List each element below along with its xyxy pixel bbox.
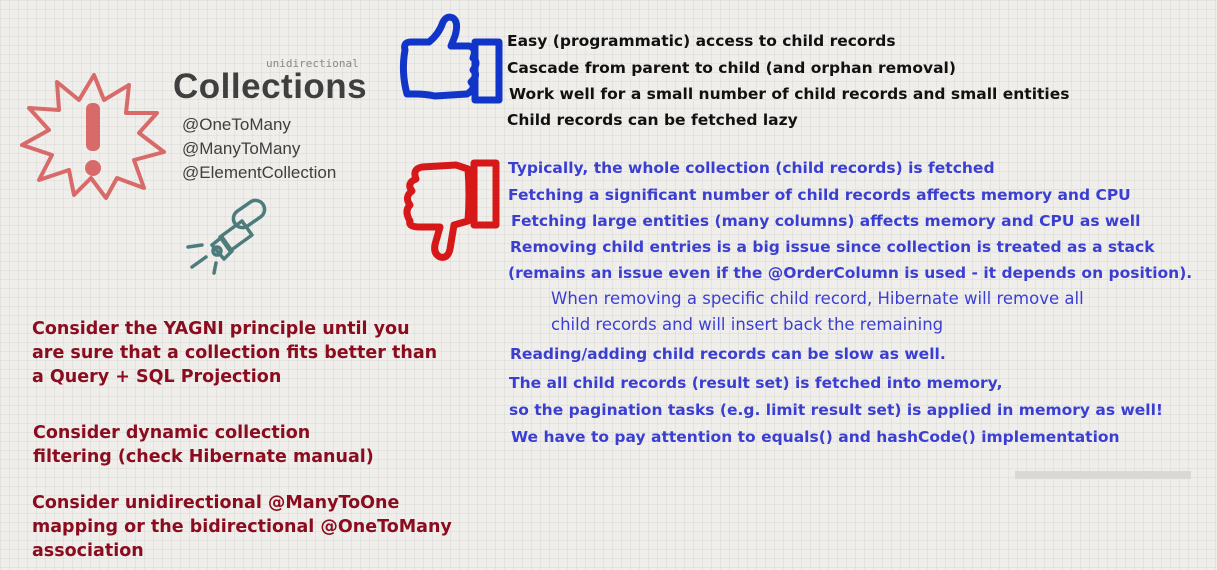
annotation-element-collection: @ElementCollection	[182, 163, 337, 182]
con-item: so the pagination tasks (e.g. limit resu…	[509, 401, 1164, 419]
pro-item: Child records can be fetched lazy	[507, 111, 798, 129]
annotation-many-to-many: @ManyToMany	[182, 139, 301, 158]
con-item: We have to pay attention to equals() and…	[511, 428, 1120, 446]
subtitle: unidirectional	[266, 57, 359, 70]
decorative-bar	[1015, 471, 1191, 479]
warning-burst-icon	[20, 73, 166, 200]
advice-unidirectional: Consider unidirectional @ManyToOne mappi…	[32, 493, 452, 561]
pro-item: Work well for a small number of child re…	[509, 85, 1070, 103]
advice-dynamic-filtering: Consider dynamic collection filtering (c…	[33, 423, 374, 467]
pro-item: Easy (programmatic) access to child reco…	[507, 32, 896, 50]
con-item: (remains an issue even if the @OrderColu…	[508, 264, 1193, 282]
con-item: Fetching large entities (many columns) a…	[511, 212, 1141, 230]
con-item: Removing child entries is a big issue si…	[510, 238, 1155, 256]
flashlight-icon	[186, 198, 267, 275]
con-item: The all child records (result set) is fe…	[509, 374, 1003, 392]
con-item: Typically, the whole collection (child r…	[508, 159, 995, 177]
pro-item: Cascade from parent to child (and orphan…	[507, 59, 956, 77]
con-item: Fetching a significant number of child r…	[508, 186, 1131, 204]
annotation-one-to-many: @OneToMany	[182, 115, 291, 134]
con-subitem: When removing a specific child record, H…	[551, 289, 1084, 308]
thumbs-up-icon	[399, 13, 503, 104]
con-item: Reading/adding child records can be slow…	[510, 345, 946, 363]
thumbs-down-icon	[403, 159, 500, 261]
advice-yagni: Consider the YAGNI principle until you a…	[32, 319, 438, 387]
page-title: Collections	[173, 67, 368, 106]
con-subitem: child records and will insert back the r…	[551, 315, 944, 334]
